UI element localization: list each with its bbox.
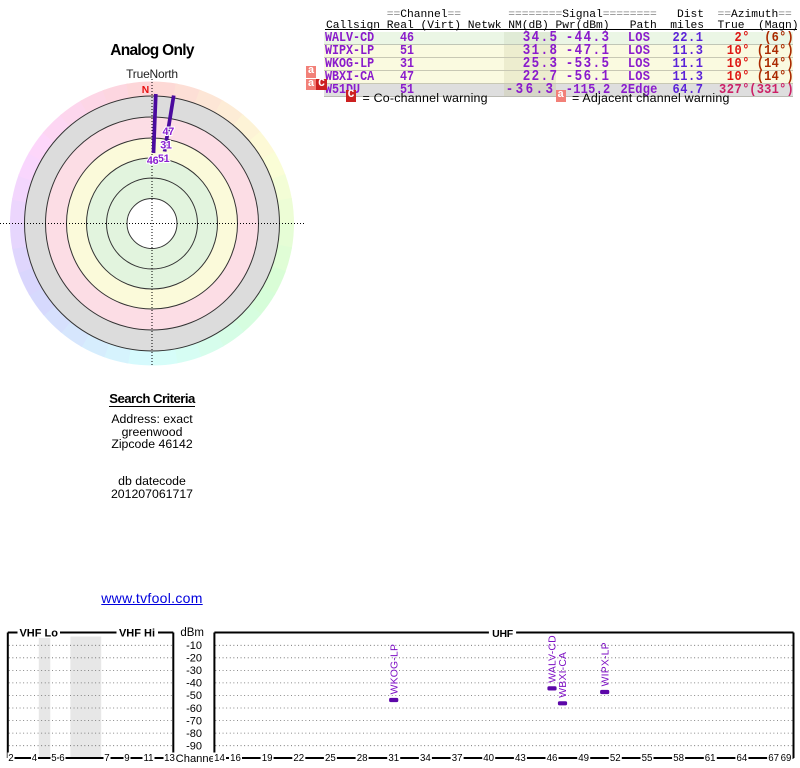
svg-text:-40: -40 [186,678,202,690]
svg-text:-20: -20 [186,653,202,665]
svg-text:11: 11 [143,753,153,764]
svg-text:37: 37 [452,753,463,764]
svg-text:47: 47 [163,126,175,138]
svg-text:VHF Hi: VHF Hi [119,628,155,640]
svg-text:-70: -70 [186,715,202,727]
svg-text:52: 52 [610,753,621,764]
svg-text:13: 13 [164,753,175,764]
svg-text:5: 5 [51,753,56,764]
svg-text:Channel: Channel [176,753,218,765]
svg-text:43: 43 [515,753,526,764]
svg-text:-90: -90 [186,740,202,752]
svg-text:40: 40 [483,753,494,764]
svg-text:-80: -80 [186,728,202,740]
svg-text:51: 51 [158,153,170,165]
svg-text:46: 46 [547,753,558,764]
svg-text:WKOG-LP: WKOG-LP [389,644,400,694]
svg-text:-60: -60 [186,703,202,715]
svg-text:69: 69 [781,753,792,764]
svg-text:19: 19 [262,753,273,764]
svg-text:WIPX-LP: WIPX-LP [600,642,611,686]
svg-text:7: 7 [104,753,109,764]
svg-text:-50: -50 [186,690,202,702]
svg-text:VHF Lo: VHF Lo [19,628,58,640]
svg-text:dBm: dBm [180,627,204,639]
svg-text:UHF: UHF [492,628,514,640]
svg-text:6: 6 [59,753,64,764]
svg-text:22: 22 [293,753,304,764]
svg-text:31: 31 [388,753,399,764]
svg-text:-10: -10 [186,640,202,652]
svg-text:64: 64 [737,753,748,764]
svg-text:28: 28 [357,753,368,764]
svg-text:61: 61 [705,753,716,764]
svg-text:16: 16 [230,753,241,764]
svg-text:WBXI-CA: WBXI-CA [558,652,569,698]
svg-text:58: 58 [673,753,684,764]
svg-text:55: 55 [642,753,653,764]
svg-text:WALV-CD: WALV-CD [548,635,559,683]
svg-text:-30: -30 [186,665,202,677]
svg-text:14: 14 [214,753,225,764]
svg-text:67: 67 [768,753,779,764]
svg-text:25: 25 [325,753,336,764]
svg-text:9: 9 [124,753,129,764]
svg-text:2: 2 [8,753,13,764]
svg-text:31: 31 [160,140,172,152]
svg-text:4: 4 [32,753,38,764]
svg-text:49: 49 [578,753,589,764]
svg-text:46: 46 [147,155,159,167]
svg-text:34: 34 [420,753,431,764]
